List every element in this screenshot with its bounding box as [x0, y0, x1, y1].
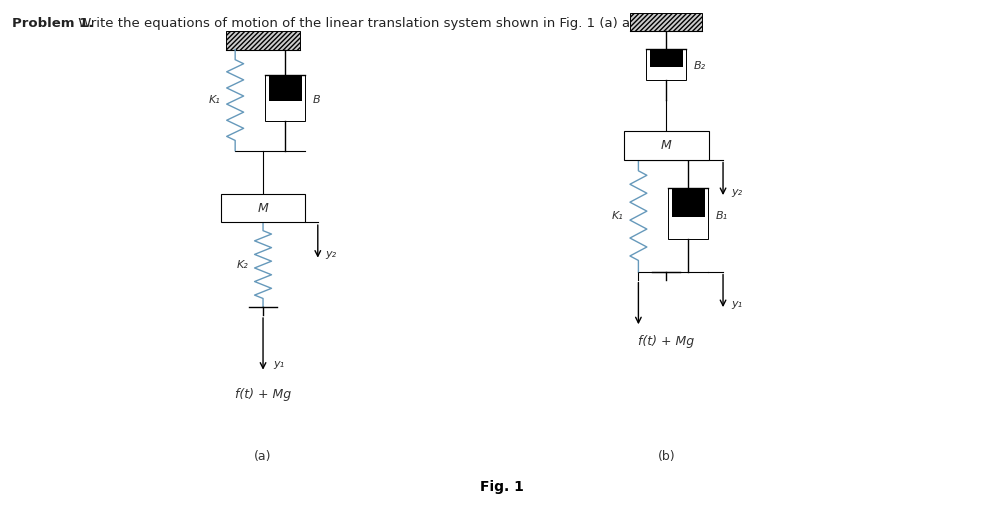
Text: K₁: K₁	[209, 95, 220, 105]
Text: y₂: y₂	[730, 187, 741, 197]
Text: (a): (a)	[254, 450, 272, 463]
Text: B: B	[313, 95, 320, 105]
Text: Problem 1.: Problem 1.	[12, 17, 93, 30]
Bar	[650, 49, 681, 66]
Bar	[269, 75, 301, 100]
Text: Write the equations of motion of the linear translation system shown in Fig. 1 (: Write the equations of motion of the lin…	[74, 17, 673, 30]
Text: M: M	[660, 139, 671, 152]
Text: y₁: y₁	[730, 299, 741, 309]
Text: B₁: B₁	[715, 211, 727, 221]
Bar	[269, 75, 301, 100]
Bar	[265, 75, 305, 121]
Text: M: M	[258, 202, 268, 214]
Text: B₂: B₂	[693, 61, 705, 71]
Bar	[668, 188, 707, 239]
Text: K₁: K₁	[611, 211, 623, 221]
Bar	[221, 194, 305, 222]
Text: y₁: y₁	[273, 360, 284, 369]
Bar	[646, 49, 685, 80]
Bar	[226, 31, 300, 50]
Text: y₂: y₂	[325, 249, 337, 260]
Bar	[672, 188, 703, 215]
Text: (b): (b)	[657, 450, 674, 463]
Bar	[623, 131, 708, 160]
Text: f(t) + Mg: f(t) + Mg	[235, 388, 291, 401]
Bar	[650, 49, 681, 66]
Text: f(t) + Mg: f(t) + Mg	[638, 335, 694, 348]
Bar	[630, 13, 701, 31]
Text: Fig. 1: Fig. 1	[479, 480, 524, 494]
Bar	[672, 188, 703, 215]
Text: K₂: K₂	[236, 260, 248, 269]
